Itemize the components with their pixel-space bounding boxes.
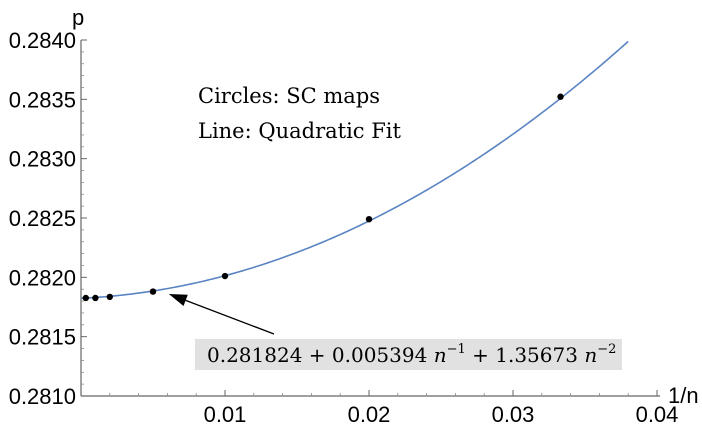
sc-map-points [82, 93, 564, 302]
y-ticks: 0.2810 0.2815 0.2820 0.2825 0.2830 0.2835 0.28… [9, 28, 87, 409]
y-tick-label: 0.2830 [9, 147, 76, 172]
x-axis-label: 1/n [668, 383, 699, 408]
data-point [365, 215, 373, 223]
quadratic-fit-line [80, 40, 629, 300]
formula-n2: n [584, 343, 597, 367]
y-tick-label: 0.2835 [9, 87, 76, 112]
legend-circles-note: Circles: SC maps [198, 84, 380, 108]
y-tick-label: 0.2825 [9, 206, 76, 231]
y-tick-label: 0.2815 [9, 325, 76, 350]
x-tick-label: 0.02 [348, 402, 391, 427]
x-tick-label: 0.01 [204, 402, 247, 427]
data-point [221, 272, 229, 280]
axes: 0.01 0.02 0.03 0.04 0.2810 0.2815 0.2820 0.282… [9, 5, 699, 427]
data-point [106, 293, 114, 301]
fit-formula: 0.281824 + 0.005394 n−1 + 1.35673 n−2 [207, 342, 616, 367]
legend-line-note: Line: Quadratic Fit [198, 119, 402, 143]
formula-box [195, 339, 622, 370]
x-tick-label: 0.04 [636, 402, 679, 427]
formula-exp1: −1 [447, 342, 466, 357]
formula-exp2: −2 [597, 342, 616, 357]
annotation-arrow [168, 293, 275, 335]
y-tick-label: 0.2810 [9, 384, 76, 409]
formula-n1: n [434, 343, 447, 367]
data-point [82, 294, 89, 302]
formula-main: 0.281824 + 0.005394 [207, 343, 434, 367]
y-axis-label: p [72, 5, 84, 30]
arrow-shaft [185, 299, 275, 335]
x-ticks: 0.01 0.02 0.03 0.04 [109, 390, 679, 427]
formula-mid: + 1.35673 [466, 343, 585, 367]
y-tick-label: 0.2840 [9, 28, 76, 53]
data-point [149, 288, 157, 295]
data-point [92, 294, 99, 302]
y-tick-label: 0.2820 [9, 265, 76, 290]
data-point [557, 93, 564, 100]
x-tick-label: 0.03 [492, 402, 535, 427]
arrow-head [168, 293, 188, 306]
